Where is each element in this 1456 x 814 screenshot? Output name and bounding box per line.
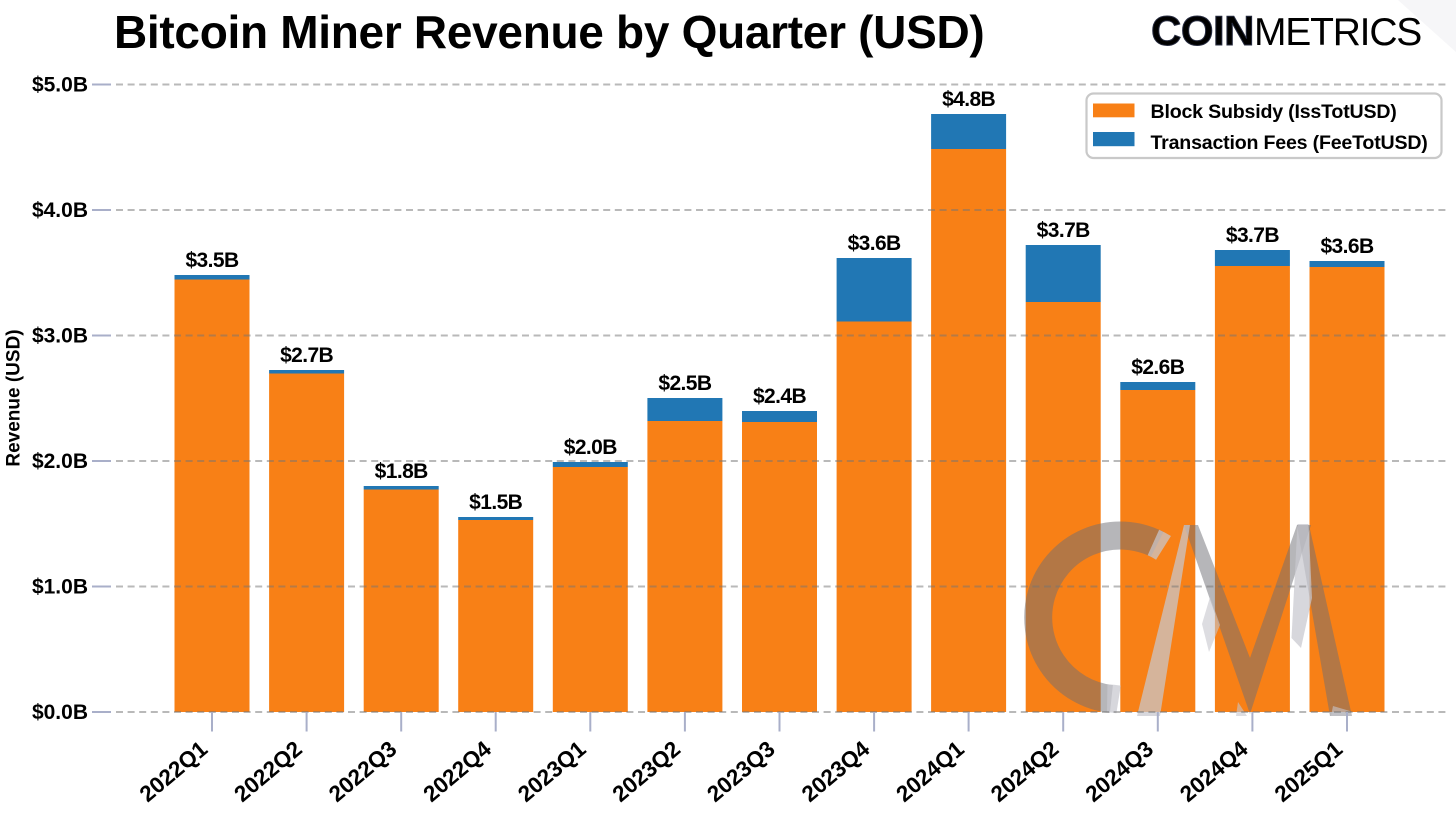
svg-text:Block Subsidy (IssTotUSD): Block Subsidy (IssTotUSD) (1151, 101, 1397, 123)
svg-text:$5.0B: $5.0B (32, 74, 88, 97)
svg-text:$3.5B: $3.5B (185, 249, 238, 272)
svg-text:$2.0B: $2.0B (564, 436, 617, 459)
svg-text:METRICS: METRICS (1254, 11, 1421, 54)
svg-text:Transaction Fees (FeeTotUSD): Transaction Fees (FeeTotUSD) (1151, 132, 1428, 154)
svg-text:$0.0B: $0.0B (32, 701, 88, 724)
svg-text:$3.7B: $3.7B (1226, 224, 1279, 247)
svg-text:$4.8B: $4.8B (942, 88, 995, 111)
svg-text:$3.6B: $3.6B (848, 232, 901, 255)
svg-text:$2.0B: $2.0B (32, 450, 88, 473)
svg-text:$1.8B: $1.8B (375, 460, 428, 483)
svg-text:$2.4B: $2.4B (753, 385, 806, 408)
svg-text:$1.0B: $1.0B (32, 576, 88, 599)
svg-text:$3.7B: $3.7B (1037, 219, 1090, 242)
svg-text:$2.5B: $2.5B (658, 372, 711, 395)
svg-text:$4.0B: $4.0B (32, 199, 88, 222)
svg-text:Revenue (USD): Revenue (USD) (4, 329, 25, 466)
svg-text:$1.5B: $1.5B (469, 491, 522, 514)
svg-text:$2.6B: $2.6B (1131, 356, 1184, 379)
svg-text:$3.6B: $3.6B (1320, 235, 1373, 258)
svg-text:Bitcoin Miner Revenue by Quart: Bitcoin Miner Revenue by Quarter (USD) (114, 6, 984, 58)
svg-text:$3.0B: $3.0B (32, 325, 88, 348)
svg-text:$2.7B: $2.7B (280, 344, 333, 367)
svg-text:COIN: COIN (1151, 7, 1254, 54)
